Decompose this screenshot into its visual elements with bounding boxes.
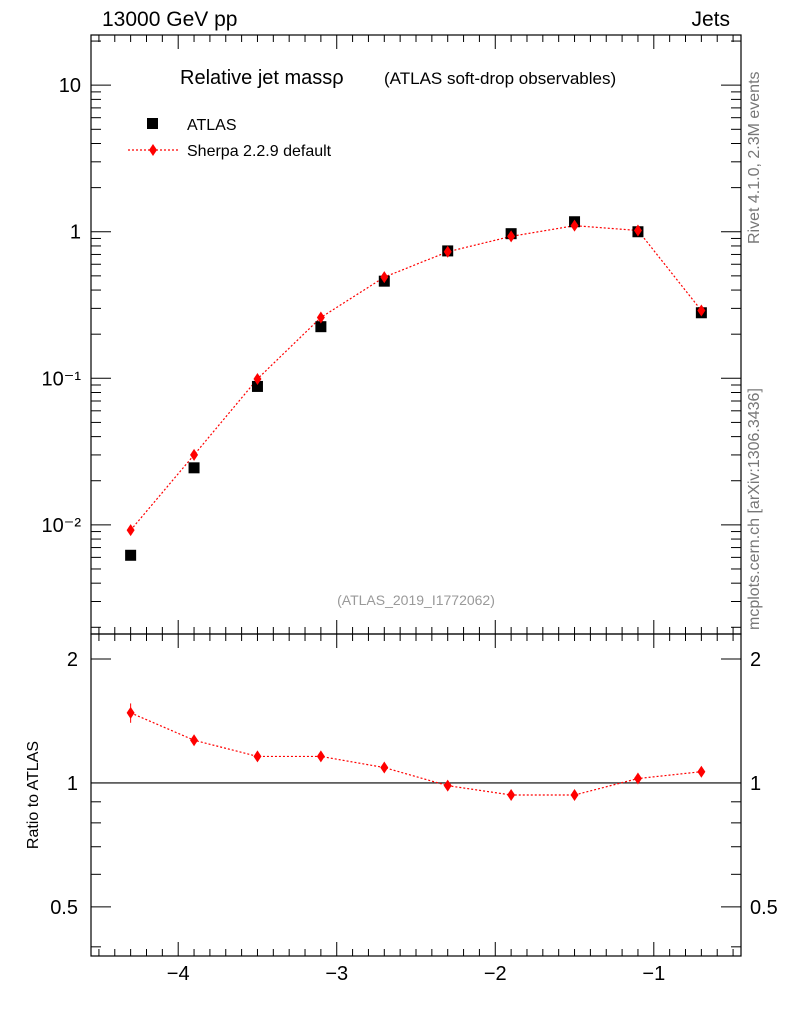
- x-tick-label: −4: [167, 963, 190, 985]
- ratio-point: [126, 706, 135, 719]
- sherpa-point: [316, 311, 325, 324]
- analysis-label: (ATLAS_2019_I1772062): [337, 592, 495, 608]
- sherpa-point: [253, 372, 262, 385]
- ratio-point: [380, 761, 389, 774]
- atlas-point: [315, 321, 327, 333]
- sherpa-point: [380, 271, 389, 284]
- x-tick-label: −2: [484, 963, 507, 985]
- legend-atlas-marker: [147, 118, 158, 129]
- header-left: 13000 GeV pp: [102, 8, 238, 31]
- ratio-point: [697, 765, 706, 778]
- ratio-point: [190, 734, 199, 747]
- ratio-point: [633, 772, 642, 785]
- chart-subtitle: (ATLAS soft-drop observables): [384, 69, 616, 88]
- atlas-point: [188, 462, 200, 474]
- atlas-point: [251, 380, 263, 392]
- ratio-point: [507, 788, 516, 801]
- sherpa-point: [697, 304, 706, 317]
- x-tick-label: −3: [325, 963, 348, 985]
- y-tick-label: 10: [59, 75, 81, 97]
- y-tick-label: 1: [67, 773, 78, 795]
- ratio-point: [316, 750, 325, 763]
- ratio-point: [570, 788, 579, 801]
- ratio-panel: −4 −3 −2 −1 2 2 1 1 0.5 0.5 Ratio to ATLAS: [25, 633, 778, 985]
- y-tick-label: 0.5: [50, 897, 78, 919]
- x-tick-label: −1: [642, 963, 665, 985]
- legend-sherpa-marker: [149, 144, 157, 156]
- sherpa-point: [633, 224, 642, 237]
- y-tick-label: 10⁻¹: [42, 368, 82, 390]
- ratio-ylabel: Ratio to ATLAS: [25, 741, 42, 849]
- y-tick-label: 2: [67, 649, 78, 671]
- sherpa-point: [190, 448, 199, 461]
- legend-sherpa-label: Sherpa 2.2.9 default: [187, 143, 332, 160]
- y-tick-label-right: 2: [750, 649, 761, 671]
- sherpa-point: [507, 230, 516, 243]
- ratio-line: [130, 712, 702, 796]
- main-panel: 10 1 10⁻¹ 10⁻² Relative jet massρ (ATLAS soft…: [42, 34, 742, 635]
- sherpa-point: [443, 245, 452, 258]
- ratio-point: [443, 779, 452, 792]
- ratio-point: [253, 750, 262, 763]
- y-tick-label: 10⁻²: [42, 515, 82, 537]
- atlas-point: [125, 549, 137, 561]
- ratio-frame: [90, 633, 742, 957]
- header-right: Jets: [691, 8, 730, 31]
- y-tick-label-right: 0.5: [750, 897, 778, 919]
- y-tick-label-right: 1: [750, 773, 761, 795]
- sherpa-point: [126, 524, 135, 537]
- chart-title: Relative jet massρ: [180, 67, 344, 89]
- sherpa-line: [130, 225, 702, 531]
- sherpa-point: [570, 219, 579, 232]
- legend-atlas-label: ATLAS: [187, 117, 237, 134]
- y-tick-label: 1: [70, 222, 81, 244]
